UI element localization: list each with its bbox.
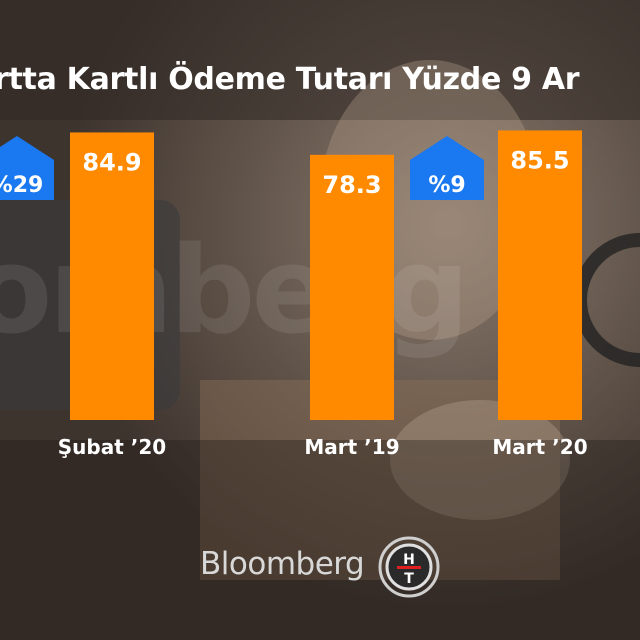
ht-logo-icon: H T — [378, 536, 440, 598]
bar — [310, 154, 394, 420]
bar-value-label: 85.5 — [510, 146, 569, 174]
category-label: Şubat ’20 — [58, 435, 166, 459]
bar-value-label: 84.9 — [82, 148, 141, 176]
bar-value-label: 78.3 — [322, 171, 381, 199]
bar — [70, 132, 154, 420]
increase-badge-label: %29 — [0, 173, 43, 198]
category-label: Mart ’19 — [304, 435, 399, 459]
category-label: Mart ’20 — [492, 435, 587, 459]
bar — [498, 130, 582, 420]
increase-badge-label: %9 — [428, 173, 465, 198]
increase-badge — [0, 136, 54, 200]
chart-title: rtta Kartlı Ödeme Tutarı Yüzde 9 Ar — [0, 62, 580, 97]
increase-badge — [410, 136, 484, 200]
hand-shape-2 — [390, 400, 570, 520]
ht-logo-letter-h: H — [403, 552, 415, 568]
ht-logo-letter-t: T — [404, 571, 414, 587]
bloomberg-logo-text: Bloomberg — [200, 546, 365, 582]
